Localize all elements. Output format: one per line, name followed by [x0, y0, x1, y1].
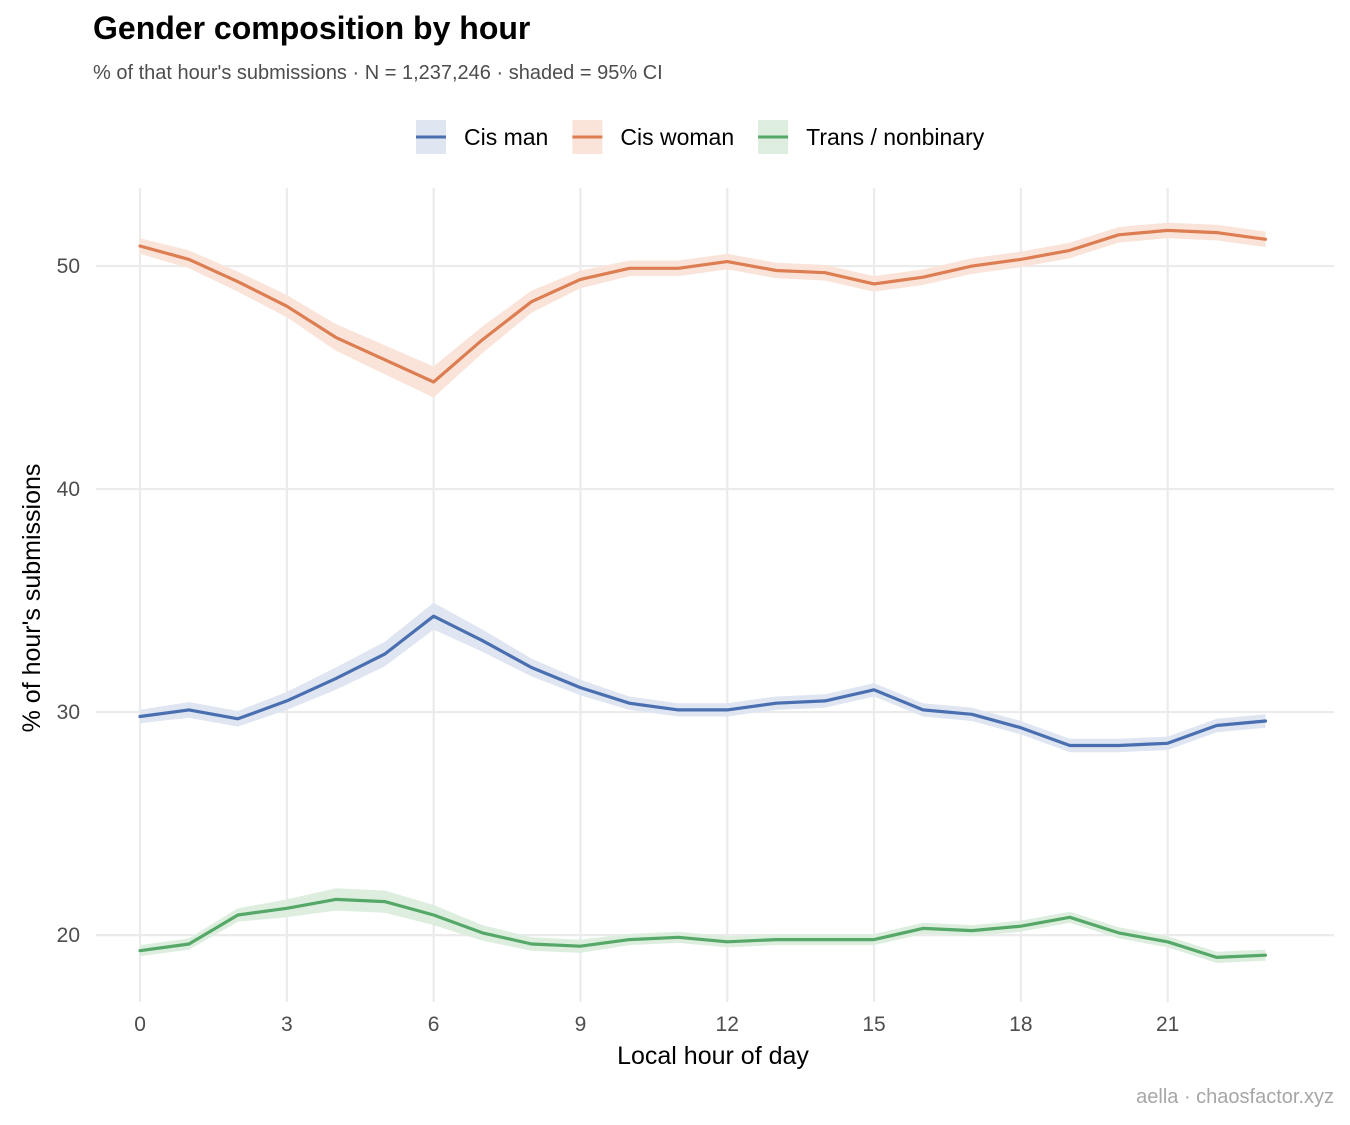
x-tick-label: 3 [281, 1013, 293, 1036]
x-tick-label: 21 [1156, 1013, 1179, 1036]
legend-label: Cis man [464, 124, 548, 150]
series-line-cis-man [138, 614, 1268, 748]
y-axis-title: % of hour's submissions [18, 464, 46, 733]
x-tick-label: 15 [862, 1013, 885, 1036]
y-tick-label: 50 [57, 255, 80, 278]
x-tick-label: 9 [575, 1013, 587, 1036]
legend: Cis man Cis woman Trans / nonbinary [416, 120, 985, 154]
x-tick-label: 6 [428, 1013, 440, 1036]
y-tick-label: 20 [57, 924, 80, 947]
x-tick-label: 18 [1009, 1013, 1032, 1036]
y-tick-label: 30 [57, 701, 80, 724]
chart-caption: aella · chaosfactor.xyz [1136, 1086, 1334, 1108]
x-axis-ticks: 0 3 6 9 12 15 18 21 [134, 1013, 1179, 1036]
ci-bands [140, 222, 1266, 963]
ci-band-cis-woman [140, 222, 1266, 398]
x-tick-label: 12 [716, 1013, 739, 1036]
legend-item-trans-nonbinary: Trans / nonbinary [758, 120, 985, 154]
y-tick-label: 40 [57, 478, 80, 501]
y-axis-ticks: 20 30 40 50 [57, 255, 80, 947]
series-line-trans-nonbinary [138, 897, 1268, 960]
chart-subtitle: % of that hour's submissions · N = 1,237… [93, 62, 663, 84]
legend-item-cis-man: Cis man [416, 120, 548, 154]
series-line-cis-woman [138, 228, 1268, 384]
chart-title: Gender composition by hour [93, 10, 531, 46]
x-tick-label: 0 [134, 1013, 146, 1036]
legend-label: Cis woman [620, 124, 734, 150]
ci-band-cis-man [140, 602, 1266, 753]
legend-item-cis-woman: Cis woman [572, 120, 734, 154]
legend-label: Trans / nonbinary [806, 124, 985, 150]
series-lines [138, 228, 1268, 960]
x-axis-title: Local hour of day [617, 1042, 809, 1070]
ci-band-trans-nonbinary [140, 888, 1266, 963]
